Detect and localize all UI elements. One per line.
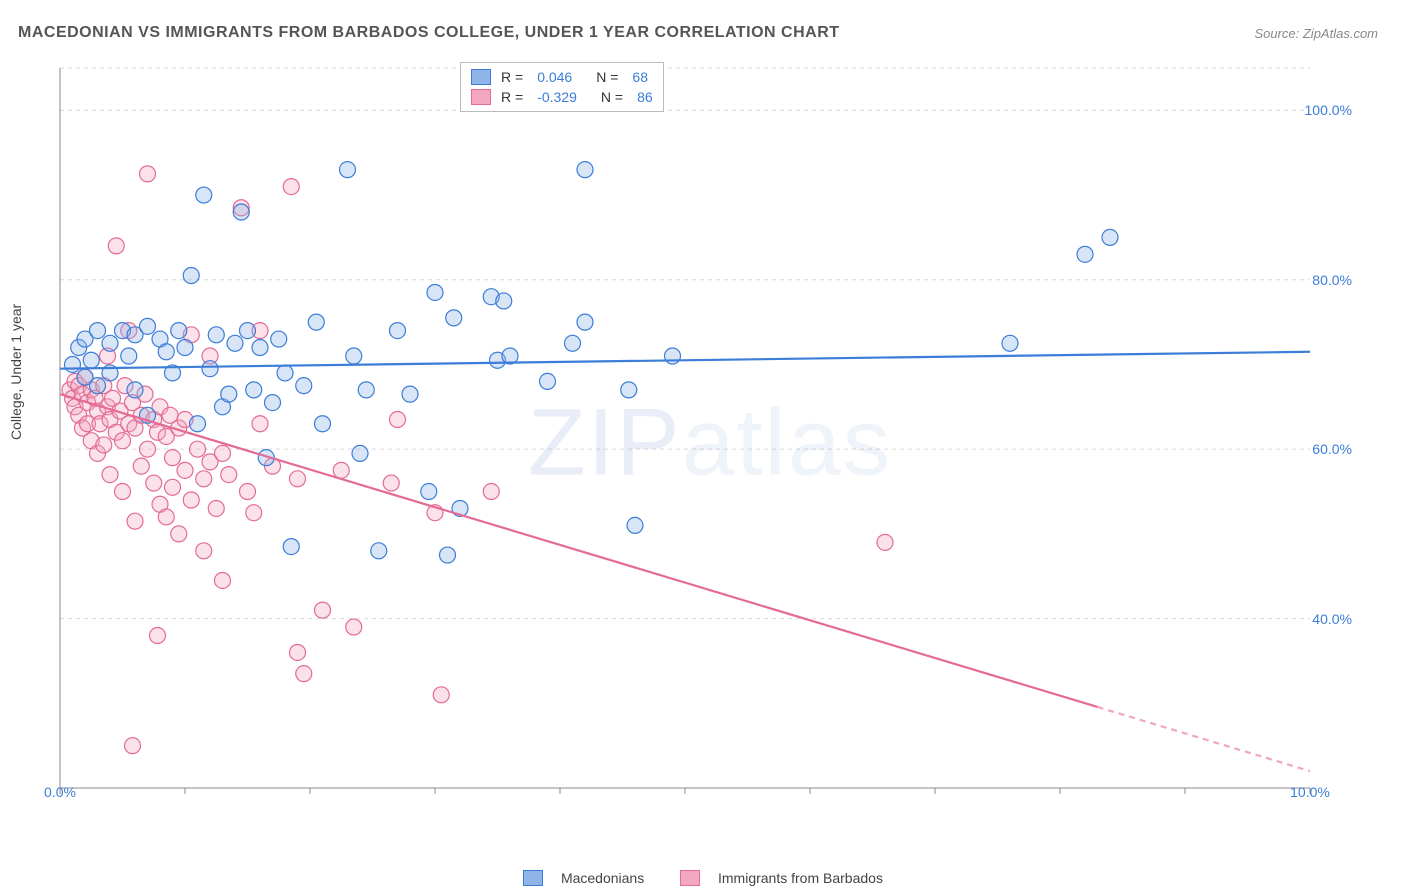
correlation-legend: R = 0.046 N = 68 R = -0.329 N = 86	[460, 62, 664, 112]
n-value-2: 86	[637, 89, 653, 105]
series-legend: Macedonians Immigrants from Barbados	[0, 870, 1406, 886]
y-tick-label: 80.0%	[1312, 272, 1352, 288]
n-label: N =	[596, 69, 618, 85]
legend-row-2: R = -0.329 N = 86	[471, 87, 653, 107]
x-tick-label: 0.0%	[44, 784, 76, 800]
legend-item-2: Immigrants from Barbados	[672, 870, 891, 886]
legend-label-2: Immigrants from Barbados	[718, 870, 883, 886]
legend-row-1: R = 0.046 N = 68	[471, 67, 653, 87]
n-label: N =	[601, 89, 623, 105]
r-value-1: 0.046	[537, 69, 572, 85]
x-tick-label: 10.0%	[1290, 784, 1330, 800]
swatch-series-1	[471, 69, 491, 85]
r-label: R =	[501, 69, 523, 85]
y-tick-label: 40.0%	[1312, 611, 1352, 627]
n-value-1: 68	[632, 69, 648, 85]
y-tick-label: 100.0%	[1305, 102, 1352, 118]
swatch-series-2	[471, 89, 491, 105]
scatter-plot: ZIPatlas 40.0%60.0%80.0%100.0%0.0%10.0%	[50, 58, 1370, 828]
r-label: R =	[501, 89, 523, 105]
legend-item-1: Macedonians	[515, 870, 656, 886]
y-tick-label: 60.0%	[1312, 441, 1352, 457]
y-axis-label: College, Under 1 year	[8, 304, 24, 440]
swatch-icon	[523, 870, 543, 886]
chart-canvas	[50, 58, 1370, 828]
source-attribution: Source: ZipAtlas.com	[1254, 26, 1378, 41]
chart-title: MACEDONIAN VS IMMIGRANTS FROM BARBADOS C…	[18, 24, 840, 42]
r-value-2: -0.329	[537, 89, 577, 105]
swatch-icon	[680, 870, 700, 886]
legend-label-1: Macedonians	[561, 870, 644, 886]
